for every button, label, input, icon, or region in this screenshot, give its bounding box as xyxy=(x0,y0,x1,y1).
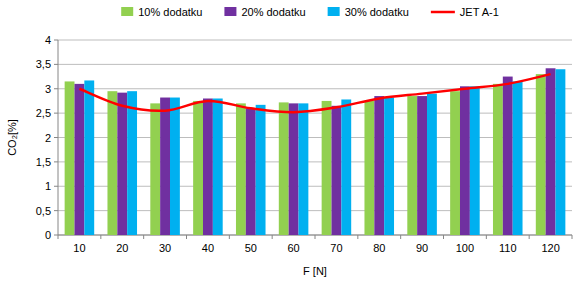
x-tick xyxy=(186,235,187,239)
bar xyxy=(279,102,289,235)
y-tick xyxy=(54,161,58,162)
x-tick-label: 60 xyxy=(287,242,299,254)
bar xyxy=(513,81,523,235)
y-tick-label: 3 xyxy=(45,83,51,95)
bar xyxy=(203,99,213,236)
bar xyxy=(246,108,256,235)
y-tick xyxy=(54,64,58,65)
bar xyxy=(374,96,384,235)
legend-swatch xyxy=(328,7,340,16)
y-tick xyxy=(54,40,58,41)
x-tick xyxy=(572,235,573,239)
grid-line xyxy=(58,40,572,41)
x-tick-label: 100 xyxy=(456,242,474,254)
bar xyxy=(341,99,351,235)
bar xyxy=(127,91,137,235)
x-tick xyxy=(400,235,401,239)
bar xyxy=(213,99,223,236)
x-tick xyxy=(529,235,530,239)
x-tick-label: 110 xyxy=(499,242,517,254)
bar xyxy=(460,86,470,235)
bar xyxy=(384,98,394,235)
x-tick xyxy=(143,235,144,239)
x-axis-label: F [N] xyxy=(303,265,327,277)
y-tick xyxy=(54,235,58,236)
bar xyxy=(546,68,556,235)
bar xyxy=(536,74,546,235)
y-tick-label: 3,5 xyxy=(36,58,51,70)
y-tick xyxy=(54,88,58,89)
x-tick-label: 50 xyxy=(245,242,257,254)
bar xyxy=(470,86,480,235)
y-tick xyxy=(54,137,58,138)
x-tick-label: 10 xyxy=(73,242,85,254)
y-tick xyxy=(54,210,58,211)
bar xyxy=(256,105,266,235)
legend-label: JET A-1 xyxy=(460,6,499,18)
legend-label: 20% dodatku xyxy=(241,6,305,18)
x-tick-label: 90 xyxy=(416,242,428,254)
x-tick-label: 120 xyxy=(541,242,559,254)
legend-label: 30% dodatku xyxy=(345,6,409,18)
line xyxy=(79,74,550,112)
x-tick xyxy=(100,235,101,239)
bar xyxy=(556,69,566,235)
bar xyxy=(407,96,417,235)
y-tick xyxy=(54,113,58,114)
x-tick xyxy=(58,235,59,239)
x-tick xyxy=(315,235,316,239)
y-axis xyxy=(58,40,59,235)
y-tick-label: 1,5 xyxy=(36,156,51,168)
y-tick-label: 2 xyxy=(45,132,51,144)
y-tick xyxy=(54,186,58,187)
bar xyxy=(417,96,427,235)
bar xyxy=(236,103,246,235)
bar xyxy=(84,80,94,235)
x-tick-label: 30 xyxy=(159,242,171,254)
legend-label: 10% dodatku xyxy=(138,6,202,18)
bar xyxy=(331,106,341,235)
bar xyxy=(170,98,180,235)
x-tick xyxy=(443,235,444,239)
bar xyxy=(493,84,503,235)
y-tick-label: 0 xyxy=(45,229,51,241)
x-tick xyxy=(486,235,487,239)
bar xyxy=(160,98,170,235)
bar xyxy=(450,91,460,235)
bar xyxy=(364,101,374,235)
bar xyxy=(299,103,309,235)
bar xyxy=(65,81,75,235)
y-axis-label: CO₂[%] xyxy=(6,119,18,156)
bar xyxy=(107,91,117,235)
bar xyxy=(427,94,437,235)
x-tick-label: 80 xyxy=(373,242,385,254)
bar xyxy=(503,77,513,235)
bar xyxy=(74,84,84,235)
y-tick-label: 2,5 xyxy=(36,107,51,119)
bar xyxy=(322,101,332,235)
plot-area xyxy=(65,68,566,235)
bar xyxy=(150,103,160,235)
legend: 10% dodatku 20% dodatku 30% dodatku JET A-1 xyxy=(121,6,499,18)
bar xyxy=(117,93,127,235)
y-tick-label: 4 xyxy=(45,34,51,46)
x-tick xyxy=(272,235,273,239)
legend-swatch xyxy=(431,11,455,14)
legend-swatch xyxy=(121,7,133,16)
grid-line xyxy=(58,64,572,65)
legend-swatch xyxy=(224,7,236,16)
x-tick-label: 70 xyxy=(330,242,342,254)
y-tick-label: 0,5 xyxy=(36,205,51,217)
y-tick-label: 1 xyxy=(45,180,51,192)
bar xyxy=(289,103,299,235)
bar xyxy=(193,101,203,235)
x-tick xyxy=(357,235,358,239)
x-tick-label: 20 xyxy=(116,242,128,254)
x-tick xyxy=(229,235,230,239)
x-tick-label: 40 xyxy=(202,242,214,254)
background xyxy=(0,0,580,294)
